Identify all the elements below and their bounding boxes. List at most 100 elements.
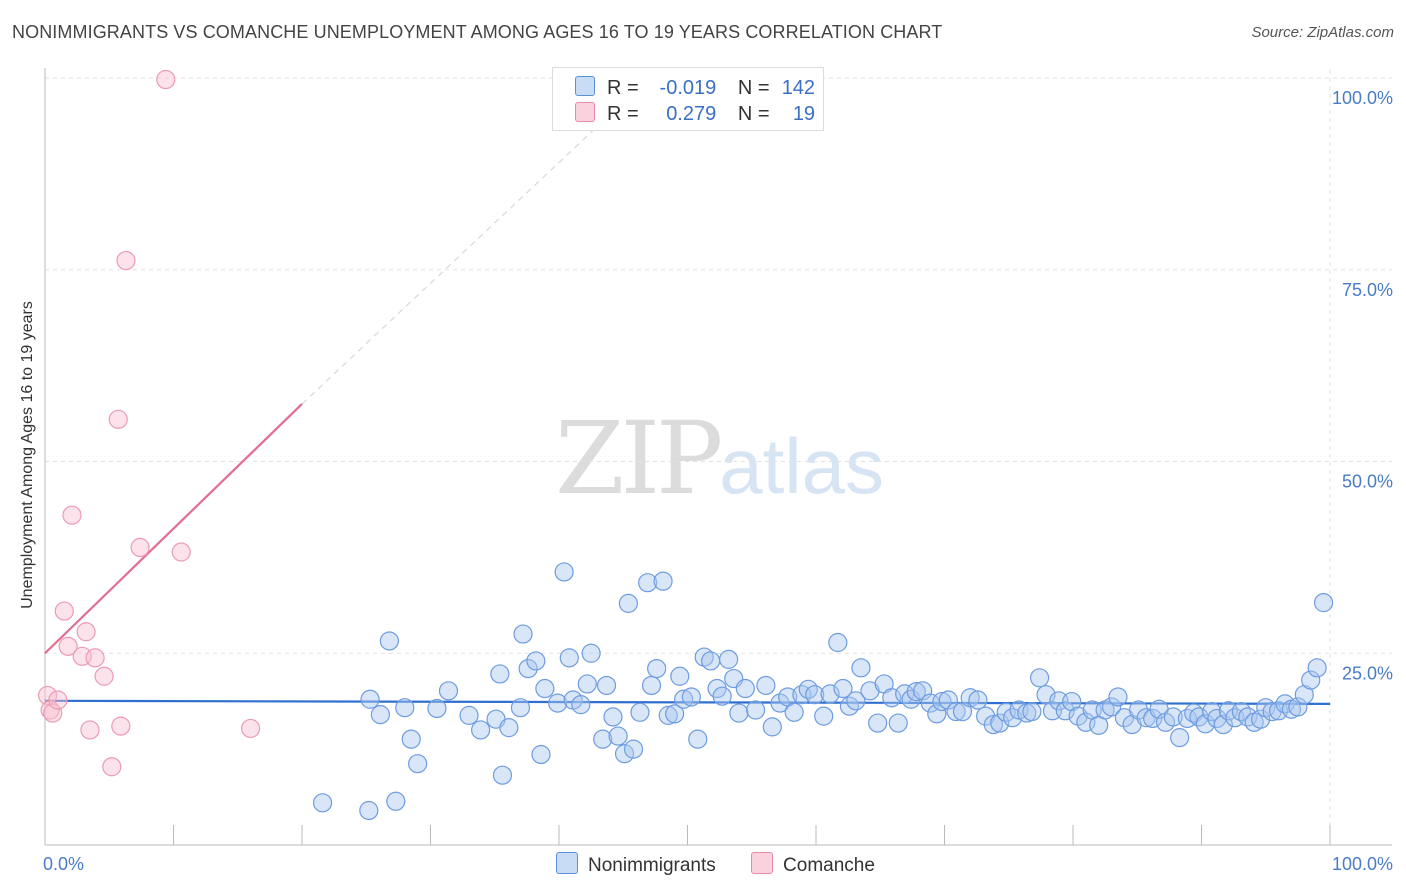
point-nonimmigrants [518, 658, 538, 679]
point-comanche [48, 690, 68, 710]
point-nonimmigrants [670, 666, 690, 686]
point-nonimmigrants [1108, 687, 1128, 707]
series-legend-comanche[interactable]: Comanche [751, 852, 875, 877]
legend-row-comanche: R = 0.279 N = 19 [575, 102, 815, 126]
legend-n-value-nonimmigrants: 142 [781, 77, 816, 99]
trend-line-nonimmigrants [44, 699, 1331, 705]
point-nonimmigrants [1170, 728, 1190, 748]
point-nonimmigrants [938, 690, 958, 710]
point-comanche [58, 636, 78, 656]
watermark-zip: ZIP [555, 400, 723, 517]
point-nonimmigrants [798, 679, 818, 699]
y-tick-label: 75.0% [1342, 280, 1393, 300]
point-nonimmigrants [770, 693, 790, 713]
point-nonimmigrants [492, 765, 513, 785]
point-nonimmigrants [983, 714, 1003, 735]
point-nonimmigrants [1301, 670, 1321, 690]
legend-n-label: N = [737, 103, 770, 125]
legend-r-value-nonimmigrants: -0.019 [659, 77, 717, 99]
point-nonimmigrants [762, 717, 782, 737]
tick-labels: 25.0% 50.0% 75.0% 100.0% 0.0% 100.0% [43, 88, 1393, 874]
series-swatch-nonimmigrants [556, 852, 578, 874]
point-nonimmigrants [1101, 697, 1122, 717]
point-nonimmigrants [1029, 668, 1050, 688]
point-nonimmigrants [701, 651, 721, 671]
point-nonimmigrants [571, 695, 591, 715]
point-nonimmigrants [712, 686, 732, 706]
axes [44, 68, 1392, 846]
point-comanche [111, 716, 131, 736]
point-nonimmigrants [846, 691, 866, 711]
legend-n-value-comanche: 19 [792, 103, 816, 125]
point-nonimmigrants [499, 718, 519, 738]
point-comanche [94, 666, 114, 686]
point-nonimmigrants [1288, 697, 1308, 717]
point-nonimmigrants [756, 675, 776, 696]
point-nonimmigrants [559, 648, 579, 668]
point-nonimmigrants [932, 691, 952, 712]
point-nonimmigrants [379, 631, 399, 651]
point-nonimmigrants [1068, 706, 1088, 726]
point-nonimmigrants [719, 649, 739, 669]
point-nonimmigrants [653, 571, 673, 591]
point-nonimmigrants [868, 713, 888, 733]
point-nonimmigrants [927, 704, 947, 724]
point-nonimmigrants [596, 675, 617, 696]
series-swatch-comanche [751, 852, 774, 874]
point-nonimmigrants [906, 681, 926, 702]
legend-r-label: R = [607, 77, 639, 99]
point-nonimmigrants [614, 744, 635, 764]
point-nonimmigrants [968, 690, 988, 710]
trend-extension-comanche [301, 77, 650, 405]
point-nonimmigrants [401, 729, 421, 749]
point-nonimmigrants [674, 689, 694, 709]
point-nonimmigrants [459, 705, 479, 725]
point-comanche [102, 757, 122, 777]
correlation-legend: R = -0.019 N = 142 R = 0.279 N = 19 [552, 67, 824, 131]
point-nonimmigrants [1022, 701, 1042, 722]
series-legend-nonimmigrants[interactable]: Nonimmigrants [556, 852, 716, 877]
point-nonimmigrants [490, 664, 510, 684]
point-comanche [116, 250, 136, 271]
point-nonimmigrants [833, 678, 853, 699]
point-nonimmigrants [1313, 593, 1334, 613]
point-nonimmigrants [1251, 709, 1271, 729]
point-nonimmigrants [1231, 701, 1251, 722]
point-nonimmigrants [386, 791, 406, 811]
point-comanche [156, 69, 176, 90]
point-nonimmigrants [784, 702, 804, 722]
point-nonimmigrants [960, 688, 980, 708]
point-comanche [76, 622, 96, 642]
point-nonimmigrants [641, 675, 662, 696]
point-nonimmigrants [438, 681, 459, 701]
point-nonimmigrants [577, 674, 597, 694]
point-nonimmigrants [828, 632, 848, 653]
trend-line-comanche [44, 403, 303, 655]
series-label-comanche: Comanche [783, 855, 875, 876]
point-nonimmigrants [1003, 708, 1023, 728]
y-tick-label: 25.0% [1342, 663, 1393, 683]
point-comanche [62, 505, 82, 525]
point-comanche [130, 537, 150, 558]
point-nonimmigrants [913, 681, 933, 701]
point-nonimmigrants [990, 713, 1010, 733]
point-nonimmigrants [471, 720, 491, 740]
legend-n-label: N = [737, 77, 770, 99]
series-label-nonimmigrants: Nonimmigrants [588, 855, 716, 876]
legend-row-nonimmigrants: R = -0.019 N = 142 [575, 76, 815, 100]
point-nonimmigrants [370, 705, 390, 725]
point-nonimmigrants [1163, 707, 1183, 727]
point-comanche [108, 409, 128, 429]
y-axis-label: Unemployment Among Ages 16 to 19 years [19, 301, 36, 609]
watermark-atlas: atlas [719, 422, 885, 510]
point-nonimmigrants [735, 678, 755, 699]
point-nonimmigrants [658, 705, 678, 725]
point-nonimmigrants [360, 689, 380, 709]
point-nonimmigrants [1128, 700, 1149, 720]
point-nonimmigrants [623, 739, 644, 759]
point-nonimmigrants [630, 702, 650, 722]
point-nonimmigrants [638, 573, 658, 593]
point-nonimmigrants [839, 696, 860, 716]
point-nonimmigrants [729, 703, 749, 723]
point-comanche [241, 718, 261, 739]
